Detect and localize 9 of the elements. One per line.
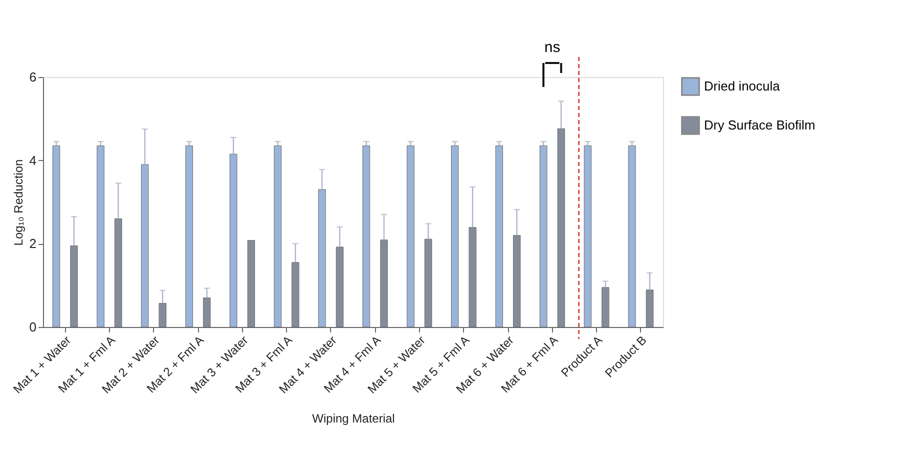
x-axis-title: Wiping Material	[312, 411, 395, 426]
y-tick-label: 0	[29, 320, 36, 334]
legend-label: Dried inocula	[704, 78, 781, 94]
y-tick-label: 6	[29, 70, 36, 84]
text: ns	[544, 39, 560, 56]
y-tick-label: 2	[29, 236, 36, 252]
legend-label: Dry Surface Biofilm	[704, 118, 816, 132]
y-tick-label: 4	[29, 152, 36, 168]
y-axis-title: Log₁₀ Reduction	[11, 159, 26, 246]
